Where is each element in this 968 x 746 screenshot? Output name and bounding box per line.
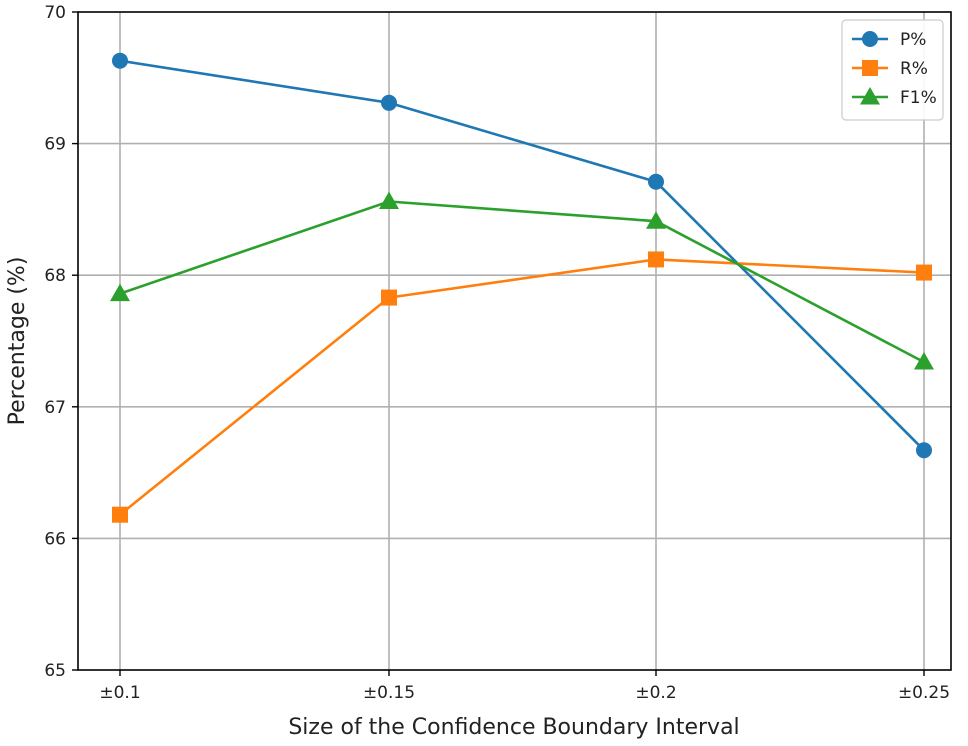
- y-tick-label: 69: [44, 135, 66, 155]
- data-point: [381, 94, 397, 111]
- x-tick-label: ±0.15: [363, 683, 415, 703]
- legend-label: R%: [900, 59, 928, 79]
- y-tick-label: 67: [44, 398, 66, 418]
- data-point: [914, 352, 934, 370]
- data-point: [112, 506, 128, 523]
- legend-marker: [860, 87, 880, 105]
- legend-label: P%: [900, 30, 926, 50]
- legend: P% R% F1%: [841, 19, 944, 121]
- plot-frame: [77, 11, 952, 671]
- series-0: [112, 52, 932, 459]
- legend-label: F1%: [900, 88, 937, 108]
- data-point: [381, 289, 397, 306]
- data-point: [916, 264, 932, 281]
- series-line: [119, 258, 925, 516]
- series-2: [110, 191, 934, 370]
- y-tick-label: 70: [44, 3, 66, 23]
- data-point: [379, 191, 399, 210]
- legend-item: P%: [852, 30, 926, 50]
- grid: [78, 12, 951, 670]
- data-point: [916, 442, 932, 459]
- x-tick-label: ±0.1: [99, 683, 140, 703]
- data-point: [112, 52, 128, 69]
- y-axis-ticks: 65 66 67 68 69 70: [44, 3, 78, 681]
- legend-marker: [862, 31, 878, 47]
- x-tick-label: ±0.25: [898, 683, 950, 703]
- x-axis-ticks: ±0.1 ±0.15 ±0.2 ±0.25: [99, 670, 950, 703]
- x-tick-label: ±0.2: [635, 683, 676, 703]
- y-tick-label: 66: [44, 529, 66, 549]
- y-axis-label: Percentage (%): [5, 257, 30, 426]
- x-axis-label: Size of the Confidence Boundary Interval: [288, 715, 739, 740]
- y-tick-label: 68: [44, 266, 66, 286]
- series-line: [119, 59, 925, 452]
- data-point: [648, 251, 664, 268]
- series-1: [112, 251, 932, 523]
- data-point: [646, 211, 666, 229]
- series-layer: [110, 52, 934, 523]
- legend-item: R%: [852, 59, 928, 79]
- data-point: [110, 283, 130, 302]
- data-point: [648, 173, 664, 190]
- series-line: [119, 200, 925, 364]
- legend-marker: [862, 60, 878, 76]
- y-tick-label: 65: [44, 661, 66, 681]
- legend-item: F1%: [852, 87, 937, 108]
